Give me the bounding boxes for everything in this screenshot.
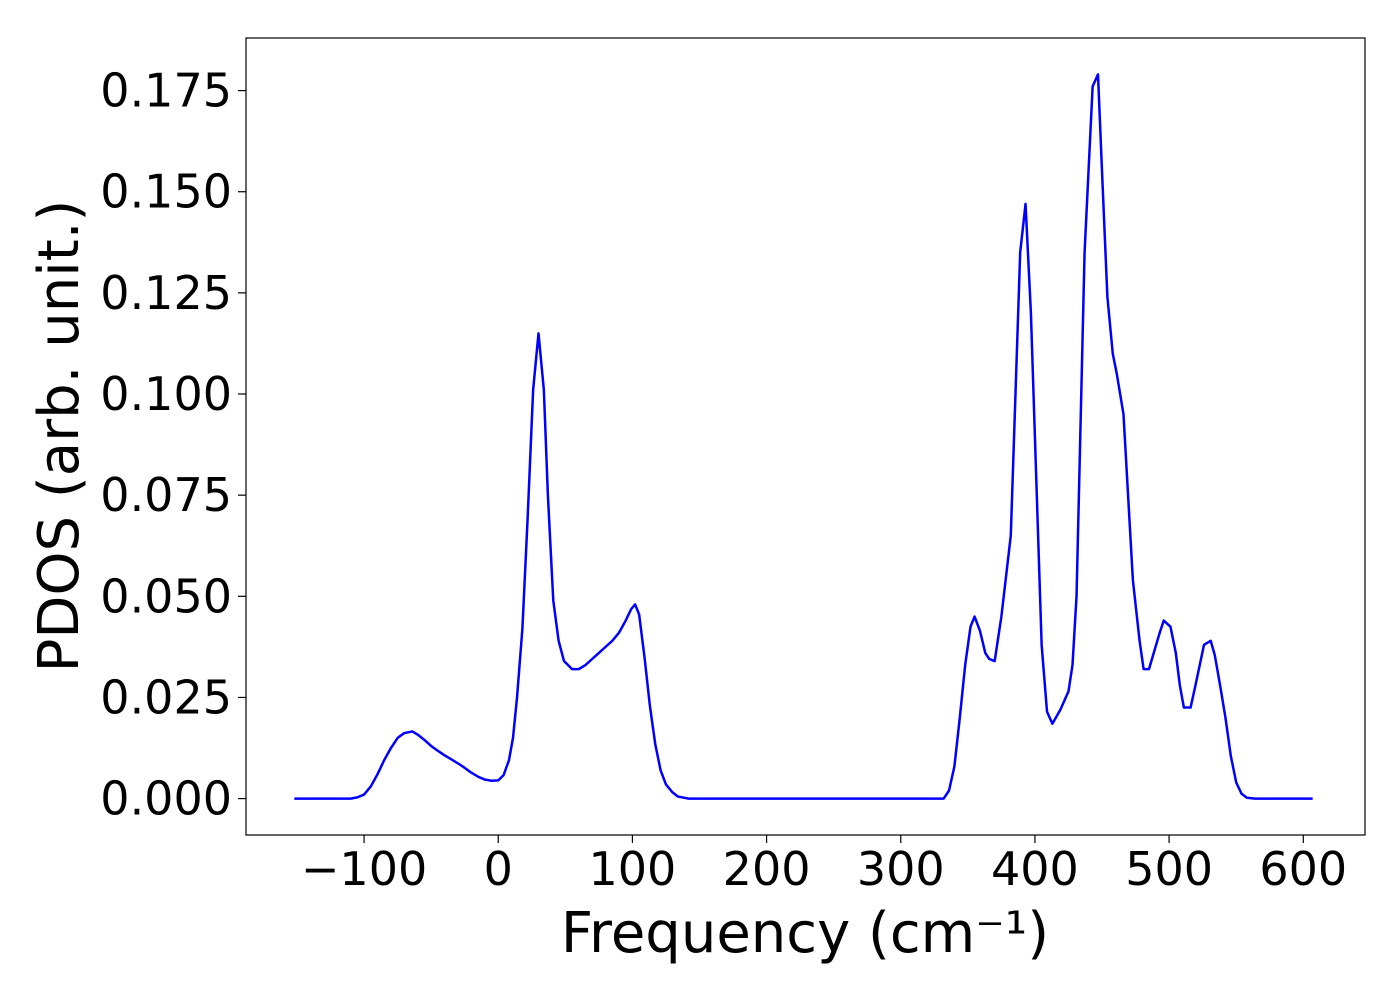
y-tick-label: 0.125 (100, 266, 232, 320)
x-tick-label: 200 (723, 842, 811, 896)
y-axis-label: PDOS (arb. unit.) (27, 200, 92, 673)
plot-frame (245, 37, 1366, 836)
y-tick-label: 0.050 (100, 569, 232, 623)
x-tick-label: −100 (301, 842, 427, 896)
y-tick-label: 0.025 (100, 670, 232, 724)
x-tick-label: 100 (589, 842, 677, 896)
y-tick-label: 0.175 (100, 64, 232, 118)
x-tick-label: 600 (1259, 842, 1347, 896)
y-tick-label: 0.150 (100, 165, 232, 219)
x-tick-label: 0 (484, 842, 513, 896)
series-line (294, 73, 1313, 800)
x-tick-label: 300 (857, 842, 945, 896)
x-axis-label: Frequency (cm⁻¹) (561, 901, 1049, 966)
x-tick-label: 400 (991, 842, 1079, 896)
y-tick-label: 0.075 (100, 468, 232, 522)
y-tick-label: 0.100 (100, 367, 232, 421)
y-tick-label: 0.000 (100, 772, 232, 826)
x-tick-label: 500 (1125, 842, 1213, 896)
